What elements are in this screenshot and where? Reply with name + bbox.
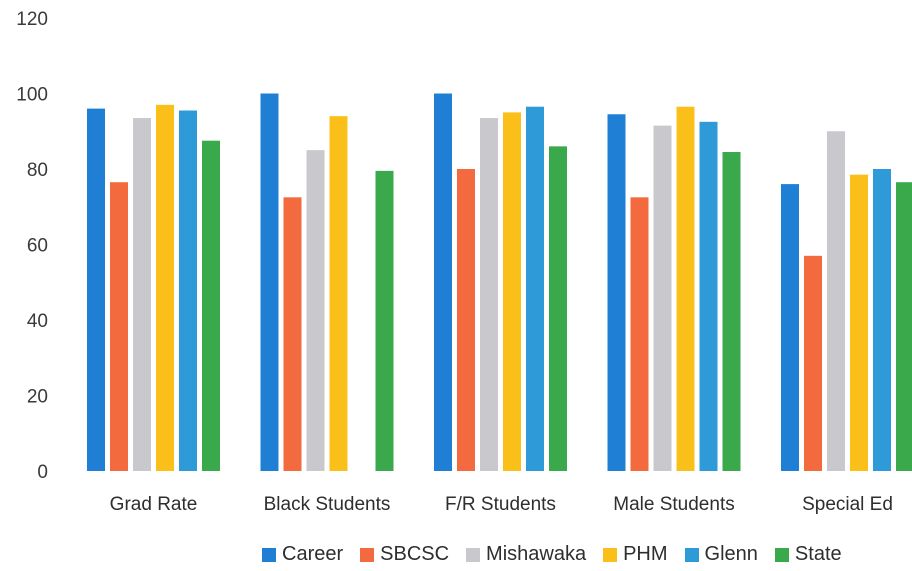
bar-mishawaka-grad-rate (133, 118, 151, 471)
bar-mishawaka-f-r-students (480, 118, 498, 471)
legend-label: State (795, 543, 842, 566)
legend-label: Glenn (705, 543, 758, 566)
bar-mishawaka-special-ed (827, 131, 845, 471)
y-tick-label: 80 (27, 160, 48, 181)
bar-sbcsc-special-ed (804, 256, 822, 471)
x-category-label: Special Ed (802, 494, 893, 515)
legend-swatch (466, 548, 480, 562)
bar-glenn-male-students (700, 122, 718, 471)
bar-career-grad-rate (87, 109, 105, 471)
bar-glenn-special-ed (873, 169, 891, 471)
x-category-label: Male Students (613, 494, 734, 515)
bar-career-black-students (261, 94, 279, 472)
bar-glenn-f-r-students (526, 107, 544, 471)
x-category-label: Black Students (264, 494, 391, 515)
x-category-label: Grad Rate (110, 494, 198, 515)
y-tick-label: 0 (37, 462, 48, 483)
bar-state-special-ed (896, 182, 912, 471)
bar-mishawaka-black-students (307, 150, 325, 471)
bar-phm-male-students (677, 107, 695, 471)
legend-label: Mishawaka (486, 543, 586, 566)
legend-item-glenn: Glenn (685, 543, 758, 566)
legend-item-sbcsc: SBCSC (360, 543, 449, 566)
legend-swatch (685, 548, 699, 562)
y-tick-label: 40 (27, 311, 48, 332)
bar-sbcsc-grad-rate (110, 182, 128, 471)
legend-swatch (262, 548, 276, 562)
legend-label: Career (282, 543, 343, 566)
legend-swatch (360, 548, 374, 562)
legend-item-career: Career (262, 543, 343, 566)
legend-swatch (603, 548, 617, 562)
legend-label: PHM (623, 543, 667, 566)
bar-career-special-ed (781, 184, 799, 471)
bar-phm-black-students (330, 116, 348, 471)
bar-sbcsc-f-r-students (457, 169, 475, 471)
legend-label: SBCSC (380, 543, 449, 566)
bar-sbcsc-male-students (631, 197, 649, 471)
bar-glenn-grad-rate (179, 110, 197, 471)
bar-sbcsc-black-students (284, 197, 302, 471)
bar-phm-special-ed (850, 175, 868, 471)
bar-state-grad-rate (202, 141, 220, 471)
bar-career-f-r-students (434, 94, 452, 472)
legend-item-mishawaka: Mishawaka (466, 543, 586, 566)
bar-mishawaka-male-students (654, 126, 672, 471)
y-tick-label: 120 (16, 9, 48, 30)
bar-state-f-r-students (549, 146, 567, 471)
bar-career-male-students (608, 114, 626, 471)
legend-item-state: State (775, 543, 842, 566)
bar-state-male-students (723, 152, 741, 471)
legend: Career SBCSC Mishawaka PHM Glenn State (262, 543, 842, 566)
bar-phm-f-r-students (503, 112, 521, 471)
y-tick-label: 100 (16, 85, 48, 106)
legend-item-phm: PHM (603, 543, 667, 566)
y-tick-label: 20 (27, 387, 48, 408)
y-tick-label: 60 (27, 236, 48, 257)
bar-phm-grad-rate (156, 105, 174, 471)
legend-swatch (775, 548, 789, 562)
x-category-label: F/R Students (445, 494, 556, 515)
bar-state-black-students (376, 171, 394, 471)
